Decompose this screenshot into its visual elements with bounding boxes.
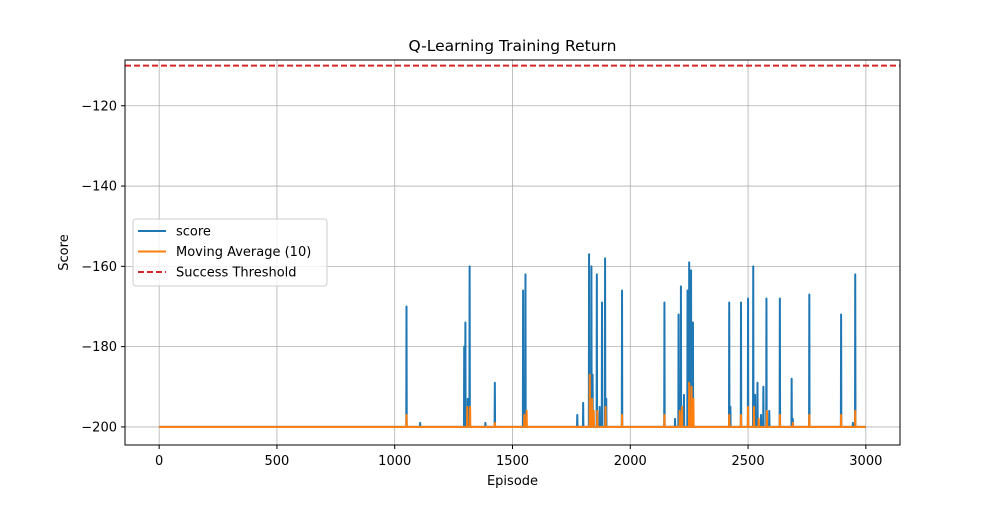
series-clip-group xyxy=(125,64,900,428)
series-layer xyxy=(125,64,900,428)
y-tick-label: −120 xyxy=(81,99,117,114)
x-tick-label: 1000 xyxy=(378,454,411,469)
legend-label-moving-average: Moving Average (10) xyxy=(176,245,311,260)
y-tick-label: −180 xyxy=(81,340,117,355)
legend-label-score: score xyxy=(176,225,211,240)
x-tick-label: 0 xyxy=(155,454,163,469)
y-tick-label: −200 xyxy=(81,420,117,435)
x-axis-label: Episode xyxy=(487,474,538,489)
legend: score Moving Average (10) Success Thresh… xyxy=(132,218,328,287)
x-tick-label: 500 xyxy=(265,454,290,469)
series-line-moving-average xyxy=(159,373,866,428)
grid-lines xyxy=(125,60,900,445)
x-tick-label: 2000 xyxy=(614,454,647,469)
x-tick-label: 3000 xyxy=(849,454,882,469)
legend-label-success-threshold: Success Threshold xyxy=(176,266,297,281)
x-axis-ticks: 0 500 1000 1500 2000 2500 3000 xyxy=(155,445,882,469)
y-tick-label: −140 xyxy=(81,180,117,195)
y-tick-label: −160 xyxy=(81,260,117,275)
x-tick-label: 1500 xyxy=(496,454,529,469)
legend-box xyxy=(132,218,328,287)
y-axis-label: Score xyxy=(57,234,72,270)
y-axis-ticks: −200 −180 −160 −140 −120 xyxy=(81,99,125,435)
x-tick-label: 2500 xyxy=(732,454,765,469)
chart-title: Q-Learning Training Return xyxy=(409,37,617,55)
